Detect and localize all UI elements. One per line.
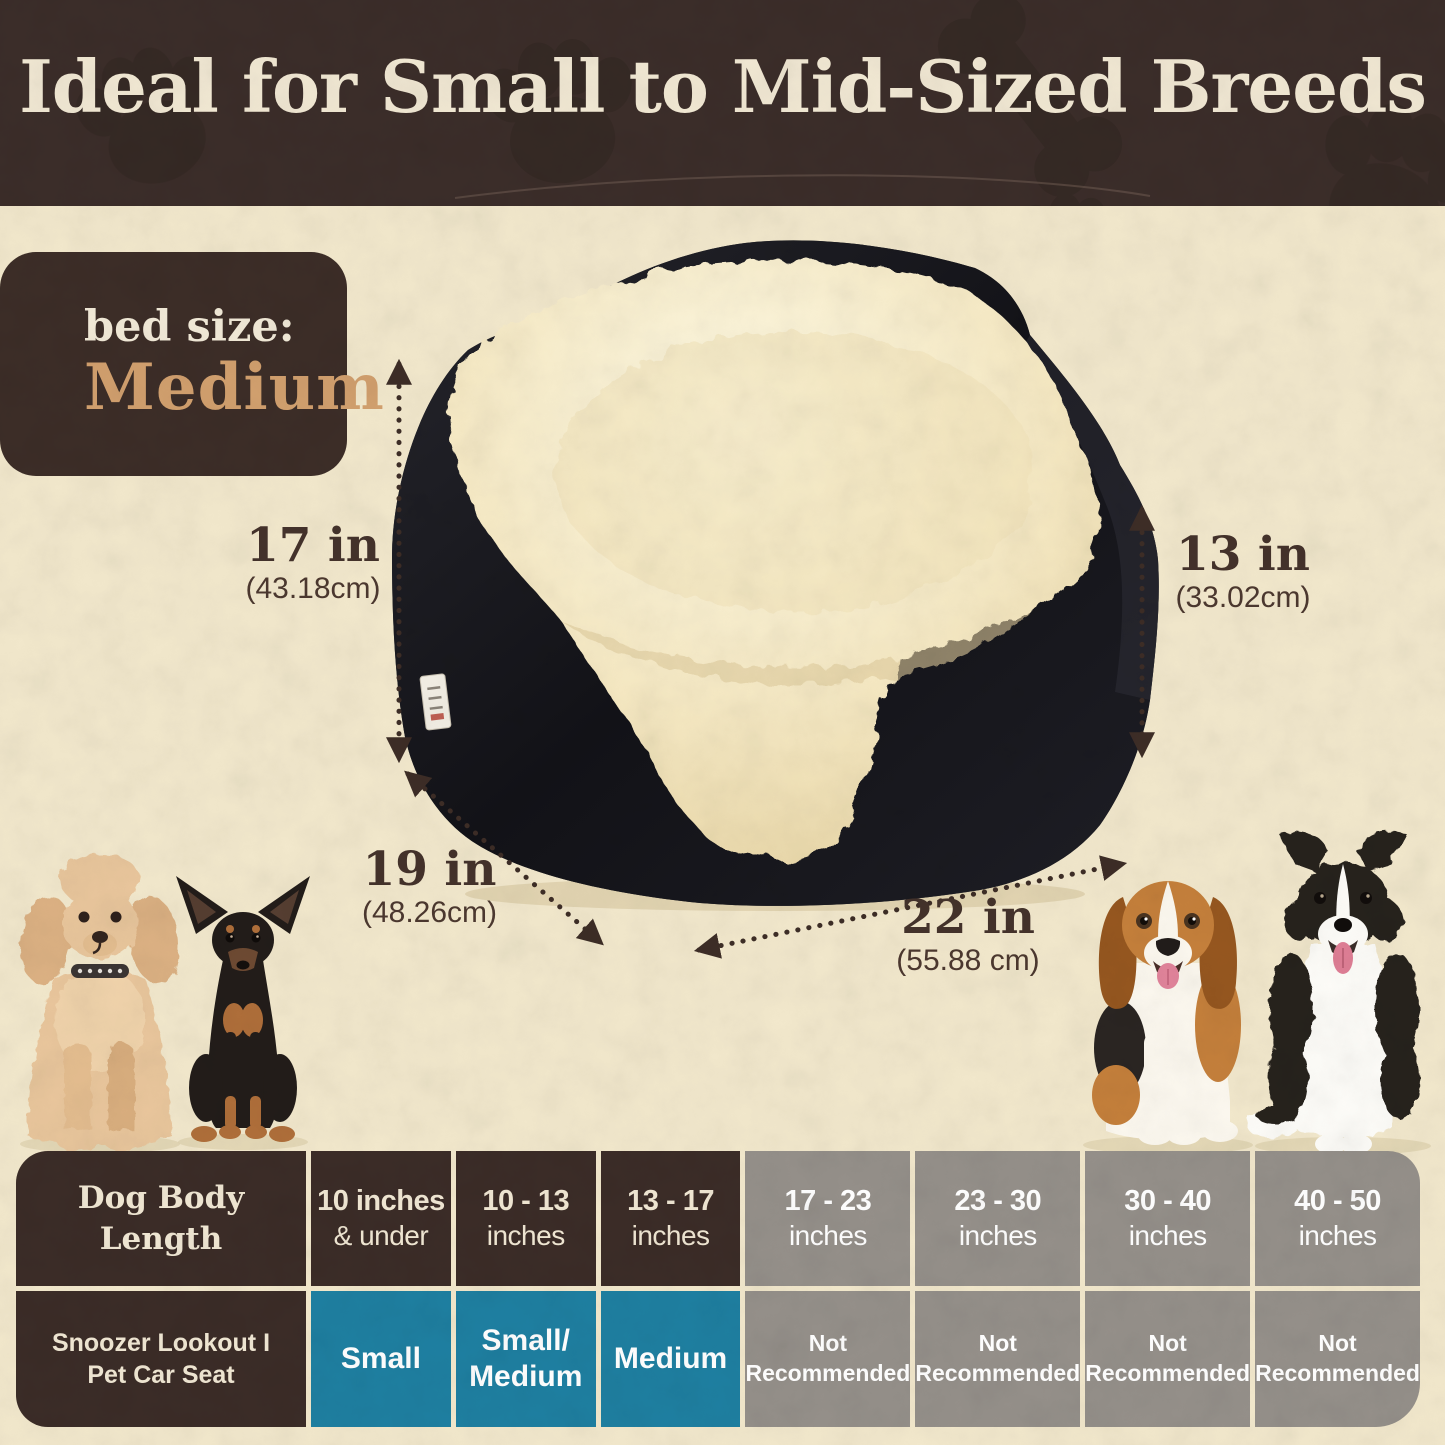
dimension-cm: (33.02cm) xyxy=(1175,581,1311,615)
poodle-illustration xyxy=(20,853,180,1153)
range-text: 10 - 13 xyxy=(482,1185,570,1218)
dimension-cm: (43.18cm) xyxy=(245,572,381,606)
dimension-inches: 17 in xyxy=(246,518,380,573)
fit-cell-not-recommended: Not Recommended xyxy=(915,1291,1081,1427)
range-text: inches xyxy=(631,1220,710,1252)
dimension-inches: 13 in xyxy=(1176,527,1310,582)
miniature-pinscher-illustration xyxy=(176,876,310,1150)
range-text: inches xyxy=(958,1220,1037,1252)
dimension-front-height: 13 in (33.02cm) xyxy=(1138,530,1348,617)
range-text: 17 - 23 xyxy=(784,1185,872,1218)
fit-cell-small: Small xyxy=(311,1291,451,1427)
table-header-range-10-under: 10 inches & under xyxy=(311,1151,451,1286)
beagle-illustration xyxy=(1083,881,1253,1154)
range-text: 10 inches xyxy=(317,1185,445,1218)
table-header-range-40-50: 40 - 50 inches xyxy=(1255,1151,1420,1286)
table-header-range-30-40: 30 - 40 inches xyxy=(1085,1151,1251,1286)
dimension-width: 22 in (55.88 cm) xyxy=(848,893,1088,980)
dimension-cm: (48.26cm) xyxy=(361,896,498,930)
border-collie-illustration xyxy=(1246,831,1431,1155)
table-row-product-name: Snoozer Lookout I Pet Car Seat xyxy=(16,1291,306,1427)
dimension-back-height: 17 in (43.18cm) xyxy=(218,521,408,608)
fit-cell-medium: Medium xyxy=(600,1291,741,1427)
range-text: inches xyxy=(486,1220,565,1252)
range-text: inches xyxy=(788,1220,867,1252)
dimension-cm: (55.88 cm) xyxy=(896,944,1040,978)
dimension-inches: 22 in xyxy=(901,890,1035,945)
fit-cell-small-medium: Small/ Medium xyxy=(455,1291,596,1427)
table-header-range-10-13: 10 - 13 inches xyxy=(455,1151,596,1286)
dimension-inches: 19 in xyxy=(362,842,497,897)
range-text: inches xyxy=(1298,1220,1377,1252)
dimension-depth: 19 in (48.26cm) xyxy=(322,845,537,932)
table-header-range-23-30: 23 - 30 inches xyxy=(915,1151,1081,1286)
table-header-range-13-17: 13 - 17 inches xyxy=(600,1151,741,1286)
rhinestone-collar xyxy=(71,964,129,978)
table-header-dog-body-length: Dog Body Length xyxy=(16,1151,306,1286)
fit-cell-not-recommended: Not Recommended xyxy=(1085,1291,1251,1427)
fit-cell-not-recommended: Not Recommended xyxy=(745,1291,911,1427)
range-text: 13 - 17 xyxy=(627,1185,714,1218)
range-text: 23 - 30 xyxy=(954,1185,1042,1218)
fit-cell-not-recommended: Not Recommended xyxy=(1255,1291,1420,1427)
range-text: & under xyxy=(333,1220,429,1252)
size-comparison-table: Dog Body Length 10 inches & under 10 - 1… xyxy=(16,1151,1420,1427)
table-header-range-17-23: 17 - 23 inches xyxy=(745,1151,911,1286)
range-text: inches xyxy=(1128,1220,1207,1252)
range-text: 30 - 40 xyxy=(1124,1185,1212,1218)
range-text: 40 - 50 xyxy=(1294,1185,1381,1218)
